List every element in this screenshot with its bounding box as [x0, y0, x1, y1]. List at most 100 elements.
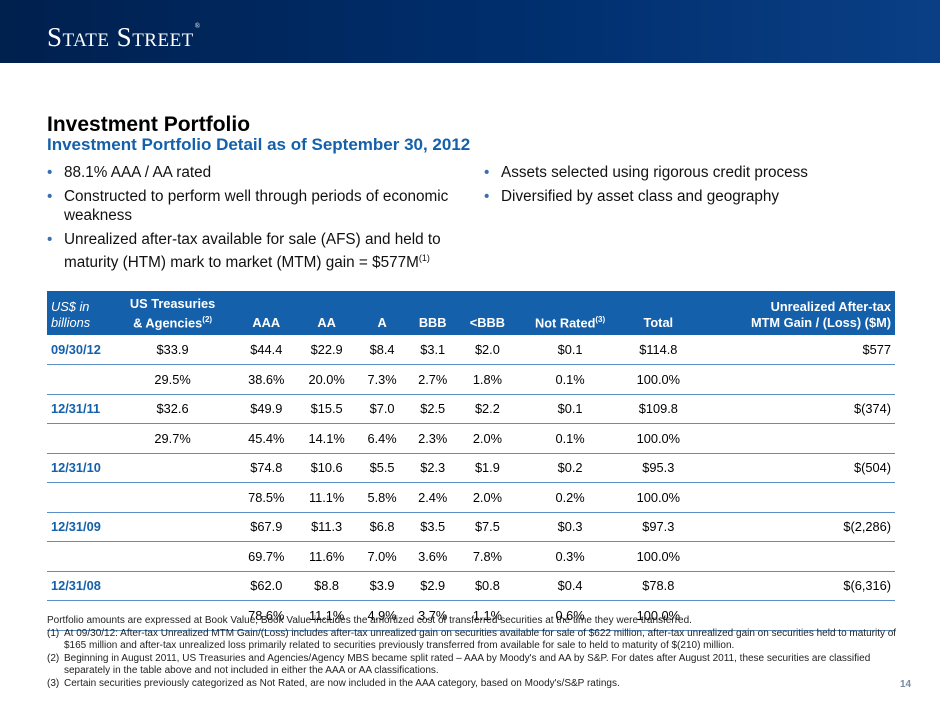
- table-cell: $3.9: [356, 571, 408, 601]
- table-cell: $6.8: [356, 512, 408, 542]
- table-cell: $(374): [693, 394, 895, 424]
- table-cell: $10.6: [296, 453, 357, 483]
- table-cell: $2.0: [457, 335, 517, 365]
- footnote-3: (3) Certain securities previously categor…: [47, 678, 897, 691]
- header-bar: State Street®: [0, 0, 940, 63]
- header-aaa: AAA: [252, 315, 281, 330]
- row-date-cell: 12/31/09: [47, 512, 109, 542]
- table-cell: [109, 482, 237, 513]
- table-cell: 3.6%: [407, 541, 458, 572]
- header-text: billions: [51, 315, 91, 330]
- table-cell: 14.1%: [296, 423, 357, 454]
- row-date-cell: [47, 541, 109, 572]
- table-cell: $5.5: [356, 453, 408, 483]
- table-cell: $2.9: [407, 571, 458, 601]
- table-cell: 78.5%: [236, 482, 297, 513]
- table-cell: 78.6%: [236, 600, 297, 631]
- table-cell: $1.9: [457, 453, 517, 483]
- header-us-treasuries: US Treasuries & Agencies(2): [109, 291, 236, 335]
- footnotes: Portfolio amounts are expressed at Book …: [47, 615, 897, 691]
- table-cell: $(504): [693, 453, 895, 483]
- table-row: 09/30/12 $33.9 $44.4 $22.9 $8.4 $3.1 $2.0 $0.1 $…: [47, 335, 895, 365]
- table-cell: $62.0: [236, 571, 297, 601]
- table-header: US$ in billions US Treasuries & Agencies(2…: [47, 291, 895, 335]
- table-cell: $3.1: [407, 335, 458, 365]
- table-cell: 2.0%: [457, 423, 517, 454]
- row-date-cell: 12/31/08: [47, 571, 109, 601]
- bullet-item: Diversified by asset class and geography: [484, 187, 904, 206]
- table-cell: 2.3%: [407, 423, 458, 454]
- header-below-bbb: <BBB: [469, 315, 505, 330]
- table-cell: 1.1%: [457, 600, 517, 631]
- table-cell: $44.4: [236, 335, 297, 365]
- footnote-number: (3): [47, 677, 60, 689]
- table-cell: $49.9: [236, 394, 297, 424]
- header-text: MTM Gain / (Loss) ($M): [750, 315, 891, 330]
- table-cell: [109, 571, 237, 601]
- row-date-cell: [47, 482, 109, 513]
- table-cell: 29.7%: [109, 423, 237, 454]
- row-date-cell: [47, 600, 109, 631]
- bullet-text: Diversified by asset class and geography: [501, 188, 780, 205]
- table-cell: $3.5: [407, 512, 458, 542]
- table-cell: 3.7%: [407, 600, 458, 631]
- header-text: & Agencies: [133, 315, 203, 330]
- table-cell: 20.0%: [296, 364, 357, 395]
- footnote-intro: Portfolio amounts are expressed at Book …: [47, 615, 692, 626]
- table-cell: $8.4: [356, 335, 408, 365]
- bullet-text: 88.1% AAA / AA rated: [64, 164, 212, 181]
- table-cell: 0.6%: [516, 600, 624, 631]
- table-row: 29.7% 45.4% 14.1% 6.4% 2.3% 2.0% 0.1% 100.0%: [47, 423, 895, 454]
- registered-mark: ®: [194, 22, 201, 30]
- table-cell: 5.8%: [356, 482, 408, 513]
- table-cell: $7.0: [356, 394, 408, 424]
- table-row: 12/31/09 $67.9 $11.3 $6.8 $3.5 $7.5 $0.3 $97.3 $…: [47, 512, 895, 542]
- table-cell: $0.3: [516, 512, 624, 542]
- bullet-item: Unrealized after-tax available for sale …: [47, 230, 457, 272]
- footnote-ref: (3): [595, 314, 606, 324]
- table-cell: $0.1: [516, 394, 624, 424]
- footnote-2: (2) Beginning in August 2011, US Treasuri…: [47, 653, 897, 678]
- table-cell: $78.8: [623, 571, 694, 601]
- table-cell: 0.3%: [516, 541, 624, 572]
- bullet-text: Constructed to perform well through peri…: [64, 188, 449, 224]
- row-date-cell: [47, 423, 109, 454]
- row-date-cell: 09/30/12: [47, 335, 109, 365]
- table-row: 12/31/10 $74.8 $10.6 $5.5 $2.3 $1.9 $0.2 $95.3 $…: [47, 453, 895, 483]
- header-text: US Treasuries: [129, 295, 216, 311]
- table-cell: $0.2: [516, 453, 624, 483]
- table-cell: 100.0%: [623, 600, 694, 631]
- table-cell: [109, 541, 237, 572]
- table-cell: [693, 423, 895, 454]
- portfolio-table: US$ in billions US Treasuries & Agencies(2…: [47, 291, 895, 631]
- table-cell: $95.3: [623, 453, 694, 483]
- table-row: 78.6% 11.1% 4.9% 3.7% 1.1% 0.6% 100.0%: [47, 600, 895, 631]
- table-row: 78.5% 11.1% 5.8% 2.4% 2.0% 0.2% 100.0%: [47, 482, 895, 513]
- row-date-cell: 12/31/10: [47, 453, 109, 483]
- header-a: A: [377, 315, 387, 330]
- table-cell: $15.5: [296, 394, 357, 424]
- table-cell: $577: [693, 335, 895, 365]
- table-cell: 100.0%: [623, 364, 694, 395]
- row-date-cell: 12/31/11: [47, 394, 109, 424]
- table-cell: 2.7%: [407, 364, 458, 395]
- header-aa: AA: [317, 315, 336, 330]
- table-cell: 7.3%: [356, 364, 408, 395]
- page-subtitle: Investment Portfolio Detail as of Septem…: [47, 135, 471, 154]
- table-cell: 2.0%: [457, 482, 517, 513]
- table-cell: 2.4%: [407, 482, 458, 513]
- table-cell: $2.3: [407, 453, 458, 483]
- table-cell: $0.8: [457, 571, 517, 601]
- table-cell: [109, 600, 237, 631]
- table-cell: [109, 512, 237, 542]
- table-row: 12/31/08 $62.0 $8.8 $3.9 $2.9 $0.8 $0.4 $78.8 $(…: [47, 571, 895, 601]
- table-cell: $114.8: [623, 335, 694, 365]
- header-text: US$ in: [51, 299, 90, 314]
- table-cell: [109, 453, 237, 483]
- logo-text: State Street: [47, 22, 194, 52]
- bullet-list-right: Assets selected using rigorous credit pr…: [484, 163, 904, 211]
- table-cell: $11.3: [296, 512, 357, 542]
- footnote-text: Beginning in August 2011, US Treasuries …: [64, 652, 871, 677]
- footnote-ref: (2): [202, 314, 213, 324]
- bullet-list-left: 88.1% AAA / AA rated Constructed to perf…: [47, 163, 457, 277]
